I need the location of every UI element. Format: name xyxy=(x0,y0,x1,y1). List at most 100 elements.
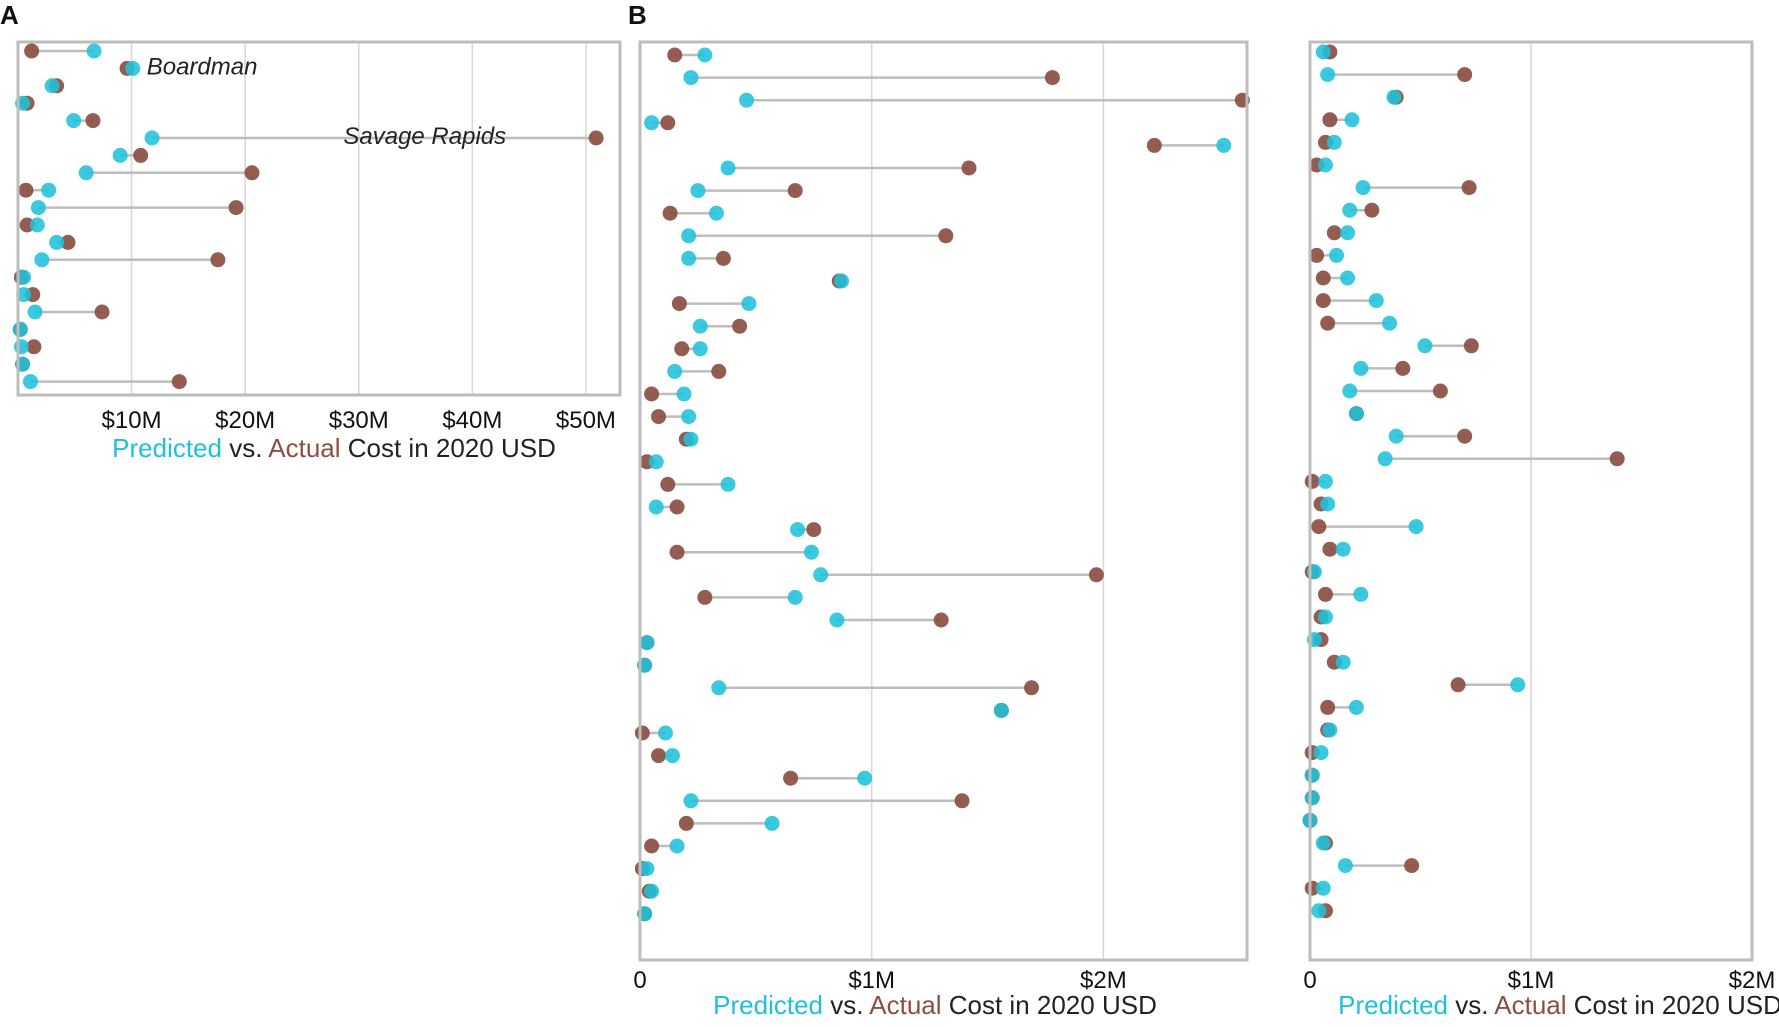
tick-label-b2-2: $2M xyxy=(1729,967,1776,994)
actual-dot-b1-6 xyxy=(787,183,803,199)
predicted-dot-b2-29 xyxy=(1348,699,1364,715)
actual-dot-b1-7 xyxy=(662,205,678,221)
predicted-dot-b2-2 xyxy=(1386,89,1402,105)
actual-dot-b2-11 xyxy=(1315,293,1331,309)
predicted-dot-a-14 xyxy=(16,287,32,303)
predicted-dot-b1-21 xyxy=(790,522,806,538)
predicted-dot-b2-14 xyxy=(1353,360,1369,376)
actual-dot-b2-21 xyxy=(1311,519,1327,535)
x-axis-label-vs-b2: vs. xyxy=(1448,990,1494,1020)
actual-dot-b1-30 xyxy=(634,725,650,741)
tick-label-a-4: $50M xyxy=(556,407,616,434)
actual-dot-a-12 xyxy=(210,252,226,268)
predicted-dot-b2-35 xyxy=(1315,835,1331,851)
panel-label-b: B xyxy=(628,0,647,30)
predicted-dot-b1-37 xyxy=(644,883,660,899)
predicted-dot-b2-4 xyxy=(1326,134,1342,150)
actual-dot-a-9 xyxy=(228,200,244,216)
actual-dot-b2-12 xyxy=(1320,315,1336,331)
plot-frame-b2 xyxy=(1308,40,1754,962)
predicted-dot-a-9 xyxy=(30,200,46,216)
predicted-dot-b2-13 xyxy=(1417,338,1433,354)
tick-label-b1-0: 0 xyxy=(633,967,646,994)
actual-dot-b1-13 xyxy=(674,341,690,357)
predicted-dot-b2-24 xyxy=(1353,586,1369,602)
actual-dot-b1-5 xyxy=(961,160,977,176)
actual-dot-a-15 xyxy=(94,304,110,320)
predicted-dot-b2-10 xyxy=(1340,270,1356,286)
actual-dot-a-19 xyxy=(171,374,187,390)
predicted-dot-b2-17 xyxy=(1388,428,1404,444)
predicted-dot-b1-26 xyxy=(639,635,655,651)
actual-dot-b1-14 xyxy=(711,363,727,379)
predicted-dot-b2-16 xyxy=(1348,406,1364,422)
actual-dot-a-6 xyxy=(133,147,149,163)
predicted-dot-b1-35 xyxy=(669,838,685,854)
actual-dot-b2-17 xyxy=(1457,428,1473,444)
predicted-dot-b2-20 xyxy=(1320,496,1336,512)
actual-dot-b1-33 xyxy=(954,793,970,809)
predicted-dot-a-10 xyxy=(29,217,45,233)
predicted-dot-b2-0 xyxy=(1315,44,1331,60)
x-axis-label-actual-b2: Actual xyxy=(1494,990,1566,1020)
actual-dot-b1-34 xyxy=(678,815,694,831)
predicted-dot-b1-31 xyxy=(664,748,680,764)
tick-label-a-1: $20M xyxy=(215,407,275,434)
predicted-dot-b1-11 xyxy=(741,296,757,312)
predicted-dot-b1-7 xyxy=(708,205,724,221)
actual-dot-b1-23 xyxy=(1088,567,1104,583)
tick-label-a-3: $40M xyxy=(442,407,502,434)
predicted-dot-b1-34 xyxy=(764,815,780,831)
predicted-dot-a-5 xyxy=(144,130,160,146)
actual-dot-b1-15 xyxy=(644,386,660,402)
predicted-dot-b1-30 xyxy=(657,725,673,741)
actual-dot-b1-24 xyxy=(697,589,713,605)
predicted-dot-b1-0 xyxy=(697,47,713,63)
actual-dot-a-0 xyxy=(24,43,40,59)
predicted-dot-b1-36 xyxy=(639,861,655,877)
actual-dot-a-4 xyxy=(85,113,101,129)
actual-dot-b2-14 xyxy=(1395,360,1411,376)
x-axis-label-vs-a: vs. xyxy=(222,433,268,463)
predicted-dot-b1-3 xyxy=(644,115,660,131)
actual-dot-b2-3 xyxy=(1322,112,1338,128)
predicted-dot-b1-18 xyxy=(648,454,664,470)
predicted-dot-b1-17 xyxy=(683,431,699,447)
predicted-dot-a-13 xyxy=(16,269,32,285)
predicted-dot-b2-27 xyxy=(1335,654,1351,670)
annotation-a-1: Savage Rapids xyxy=(343,123,506,150)
predicted-dot-b2-28 xyxy=(1510,677,1526,693)
actual-dot-b2-24 xyxy=(1317,586,1333,602)
predicted-dot-b1-28 xyxy=(711,680,727,696)
actual-dot-a-17 xyxy=(26,339,42,355)
actual-dot-b1-25 xyxy=(933,612,949,628)
x-axis-label-b2: Predicted vs. Actual Cost in 2020 USD xyxy=(1338,990,1779,1020)
tick-label-a-0: $10M xyxy=(102,407,162,434)
x-axis-label-rest-b2: Cost in 2020 USD xyxy=(1567,990,1779,1020)
x-axis-label-rest-a: Cost in 2020 USD xyxy=(341,433,556,463)
predicted-dot-b2-36 xyxy=(1337,858,1353,874)
x-axis-label-rest-b1: Cost in 2020 USD xyxy=(942,990,1157,1020)
actual-dot-b1-12 xyxy=(732,318,748,334)
actual-dot-b2-1 xyxy=(1457,67,1473,83)
predicted-dot-b1-19 xyxy=(720,476,736,492)
predicted-dot-b1-20 xyxy=(648,499,664,515)
predicted-dot-b1-9 xyxy=(681,250,697,266)
predicted-dot-b2-3 xyxy=(1344,112,1360,128)
x-axis-label-b1: Predicted vs. Actual Cost in 2020 USD xyxy=(713,990,1157,1020)
actual-dot-b1-9 xyxy=(715,250,731,266)
panel-label-a: A xyxy=(0,0,19,30)
predicted-dot-b2-15 xyxy=(1342,383,1358,399)
tick-label-b2-0: 0 xyxy=(1303,967,1316,994)
predicted-dot-b2-25 xyxy=(1317,609,1333,625)
predicted-dot-b2-33 xyxy=(1304,790,1320,806)
predicted-dot-b2-1 xyxy=(1320,67,1336,83)
tick-label-b1-2: $2M xyxy=(1080,967,1127,994)
predicted-dot-a-16 xyxy=(12,321,28,337)
actual-dot-b2-18 xyxy=(1609,451,1625,467)
predicted-dot-b1-24 xyxy=(787,589,803,605)
predicted-dot-a-15 xyxy=(27,304,43,320)
x-axis-label-a: Predicted vs. Actual Cost in 2020 USD xyxy=(112,433,556,463)
predicted-dot-a-6 xyxy=(112,147,128,163)
